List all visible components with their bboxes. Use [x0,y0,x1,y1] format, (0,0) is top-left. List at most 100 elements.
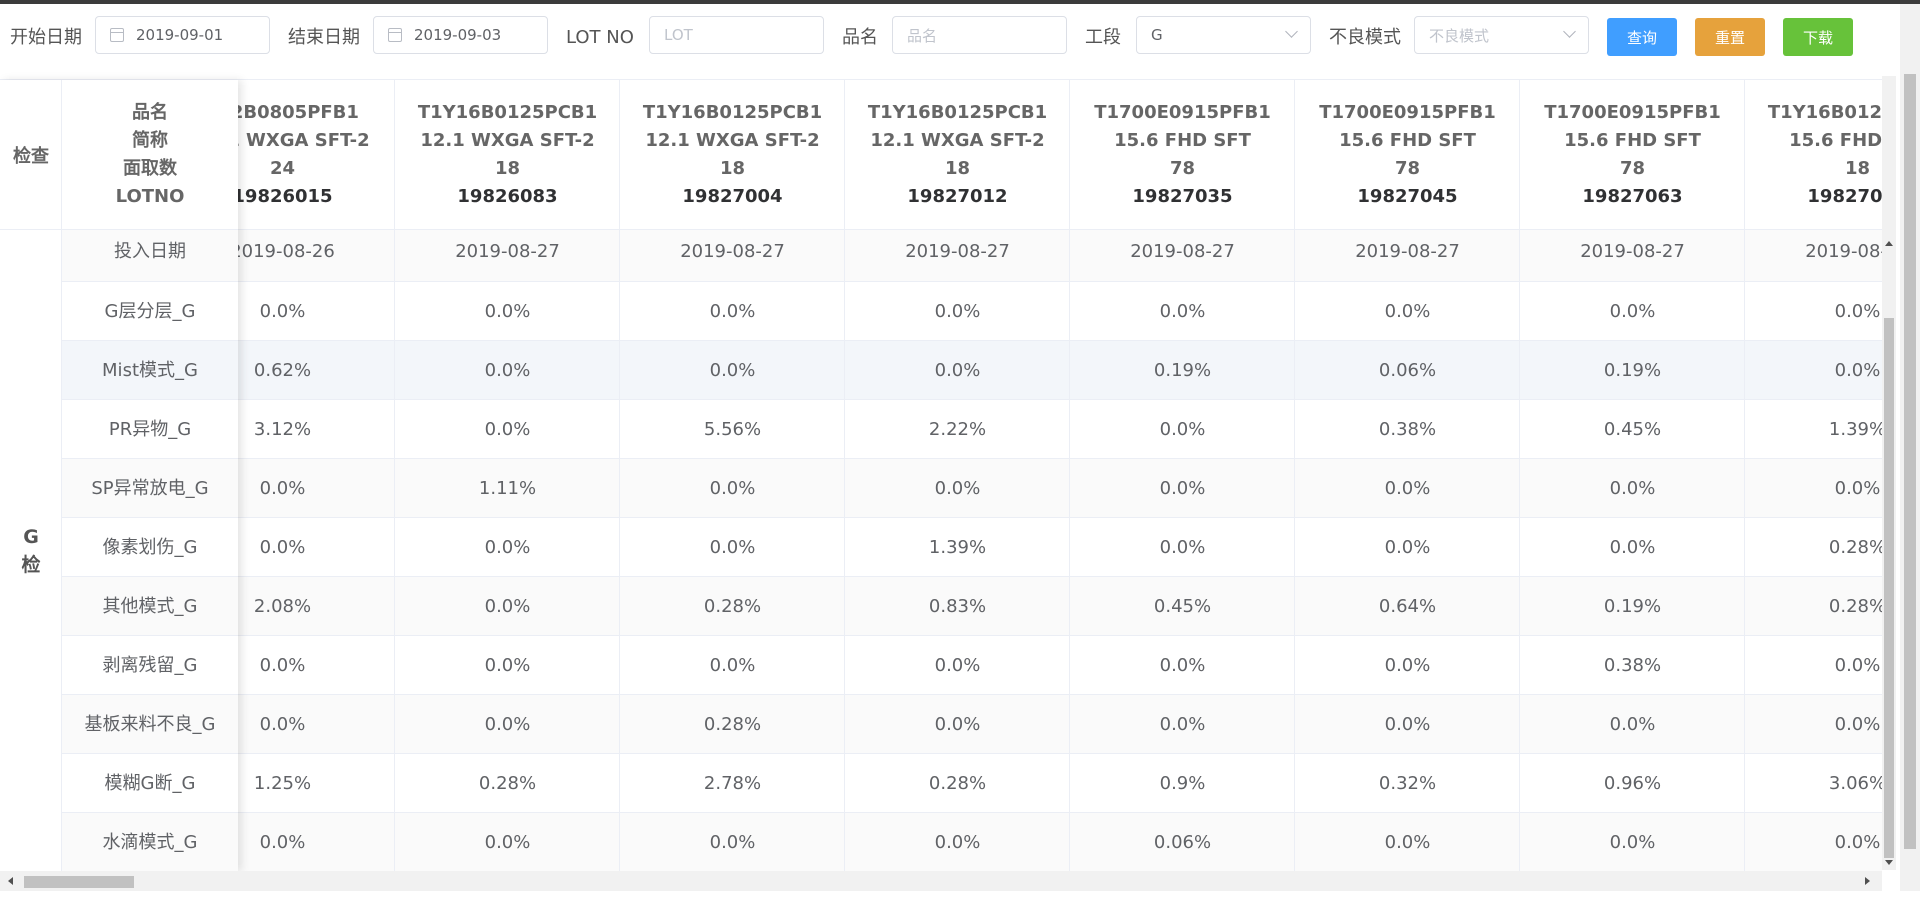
table-horizontal-scrollbar[interactable] [0,871,1882,891]
stage-select[interactable]: G [1136,16,1311,54]
defect-rate-cell: 3.06% [1745,754,1882,813]
defect-mode-label: 不良模式 [1329,27,1401,48]
page-vertical-scroll-thumb[interactable] [1904,74,1916,849]
defect-rate-cell: 0.83% [845,577,1070,636]
defect-mode-select[interactable]: 不良模式 [1414,16,1589,54]
row-label: 投入日期 [62,230,238,282]
defect-rate-cell: 0.0% [620,459,845,518]
defect-rate-cell: 0.28% [1745,518,1882,577]
row-label: 水滴模式_G [62,813,238,872]
defect-rate-cell: 0.96% [1520,754,1745,813]
stage-value: G [1151,26,1163,44]
column-count: 78 [1169,158,1196,179]
product-label: 品名 [842,27,878,48]
column-divider [1294,80,1295,871]
column-abbreviation: 15.6 FHD SFT [1114,130,1251,151]
column-lot-no: 19827045 [1357,186,1458,207]
column-header[interactable]: T1Y16B0125PCB1 12.1 WXGA SFT-2 18 19827004 [620,80,845,230]
defect-rate-cell: 0.0% [845,636,1070,695]
query-button[interactable]: 查询 [1607,18,1677,56]
chevron-down-icon [1563,25,1576,38]
product-placeholder: 品名 [907,26,938,45]
column-abbreviation: 12.1 WXGA SFT-2 [420,130,595,151]
column-divider [1744,80,1745,871]
column-lot-no: 19826083 [457,186,558,207]
column-header[interactable]: T1Y16B0125PCB1 12.1 WXGA SFT-2 18 19827012 [845,80,1070,230]
defect-rate-cell: 0.0% [395,341,620,400]
group-name-line1: G [23,525,39,548]
end-date-picker[interactable]: 2019-09-03 [373,16,548,54]
column-header[interactable]: T12B0805PFB1 12.1 WXGA SFT-2 24 19826015 [170,80,395,230]
defect-rate-cell: 0.0% [1520,518,1745,577]
scroll-up-arrow-icon[interactable] [1885,241,1893,246]
defect-rate-cell: 0.0% [620,636,845,695]
row-label: 其他模式_G [62,577,238,636]
defect-rate-cell: 1.39% [1745,400,1882,459]
column-header[interactable]: T1Y16B0125PCB1 15.6 FHD SFT 18 19827090 [1745,80,1882,230]
defect-rate-cell: 0.0% [845,459,1070,518]
scroll-left-arrow-icon[interactable] [8,877,13,885]
product-input[interactable]: 品名 [892,16,1067,54]
filter-bar: 开始日期 2019-09-01 结束日期 2019-09-03 LOT NO L… [0,4,1920,76]
lot-placeholder: LOT [664,26,693,44]
defect-rate-cell: 0.0% [1070,636,1295,695]
label-header-abbr: 简称 [132,130,168,151]
column-divider [1069,80,1070,871]
defect-rate-cell: 0.64% [1295,577,1520,636]
row-label: PR异物_G [62,400,238,459]
defect-rate-cell: 0.0% [1745,695,1882,754]
column-header[interactable]: T1Y16B0125PCB1 12.1 WXGA SFT-2 18 19826083 [395,80,620,230]
column-count: 78 [1394,158,1421,179]
page-vertical-scrollbar[interactable] [1900,4,1920,897]
column-abbreviation: 15.6 FHD SFT [1564,130,1701,151]
column-lot-no: 19827063 [1582,186,1683,207]
label-column: 品名 简称 面取数 LOTNO 投入日期 G层分层_G Mist模式_G PR异物_G… [62,80,238,872]
start-date-picker[interactable]: 2019-09-01 [95,16,270,54]
defect-rate-cell: 0.0% [1295,282,1520,341]
column-divider [619,80,620,871]
table-column: T1700E0915PFB1 15.6 FHD SFT 78 19827045 2019… [1295,80,1520,871]
column-abbreviation: 12.1 WXGA SFT-2 [870,130,1045,151]
calendar-icon [110,28,124,42]
scroll-down-arrow-icon[interactable] [1885,860,1893,865]
defect-rate-cell: 0.0% [1295,459,1520,518]
row-label: 基板来料不良_G [62,695,238,754]
table-vertical-scroll-thumb[interactable] [1884,318,1894,858]
start-date-value: 2019-09-01 [136,26,224,44]
column-divider [1519,80,1520,871]
table-column: T1Y16B0125PCB1 12.1 WXGA SFT-2 18 19827012 2… [845,80,1070,871]
defect-rate-cell: 0.0% [1745,459,1882,518]
group-column: 检查 G 检 [0,80,62,871]
lot-input[interactable]: LOT [649,16,824,54]
column-header[interactable]: T1700E0915PFB1 15.6 FHD SFT 78 19827063 [1520,80,1745,230]
defect-rate-cell: 3.12% [170,400,395,459]
scroll-right-arrow-icon[interactable] [1865,877,1870,885]
defect-rate-cell: 0.45% [1520,400,1745,459]
defect-rate-cell: 0.0% [395,813,620,871]
column-product-name: T1700E0915PFB1 [1319,102,1496,123]
chevron-down-icon [1285,25,1298,38]
defect-rate-cell: 0.0% [170,518,395,577]
table-vertical-scrollbar[interactable] [1882,76,1896,870]
column-header[interactable]: T1700E0915PFB1 15.6 FHD SFT 78 19827035 [1070,80,1295,230]
column-header[interactable]: T1700E0915PFB1 15.6 FHD SFT 78 19827045 [1295,80,1520,230]
row-label: 像素划伤_G [62,518,238,577]
fixed-left-columns: 检查 G 检 品名 简称 面取数 LOTNO 投入日期 G层分层_G Mist模式_… [0,80,238,872]
reset-button[interactable]: 重置 [1695,18,1765,56]
defect-rate-cell: 1.25% [170,754,395,813]
defect-rate-cell: 0.32% [1295,754,1520,813]
defect-rate-cell: 0.0% [170,282,395,341]
defect-rate-cell: 0.0% [845,695,1070,754]
group-name: G 检 [0,230,62,871]
defect-rate-cell: 0.0% [1745,282,1882,341]
defect-rate-cell: 0.0% [395,400,620,459]
data-table: T12B0805PFB1 12.1 WXGA SFT-2 24 19826015 201… [0,80,1882,871]
defect-rate-cell: 0.0% [1070,695,1295,754]
top-border [0,0,1920,4]
label-header-count: 面取数 [123,158,177,179]
defect-rate-cell: 0.0% [1520,813,1745,871]
table-horizontal-scroll-thumb[interactable] [24,876,134,888]
download-button[interactable]: 下载 [1783,18,1853,56]
table-column: T1Y16B0125PCB1 12.1 WXGA SFT-2 18 19826083 2… [395,80,620,871]
defect-rate-cell: 0.28% [620,695,845,754]
